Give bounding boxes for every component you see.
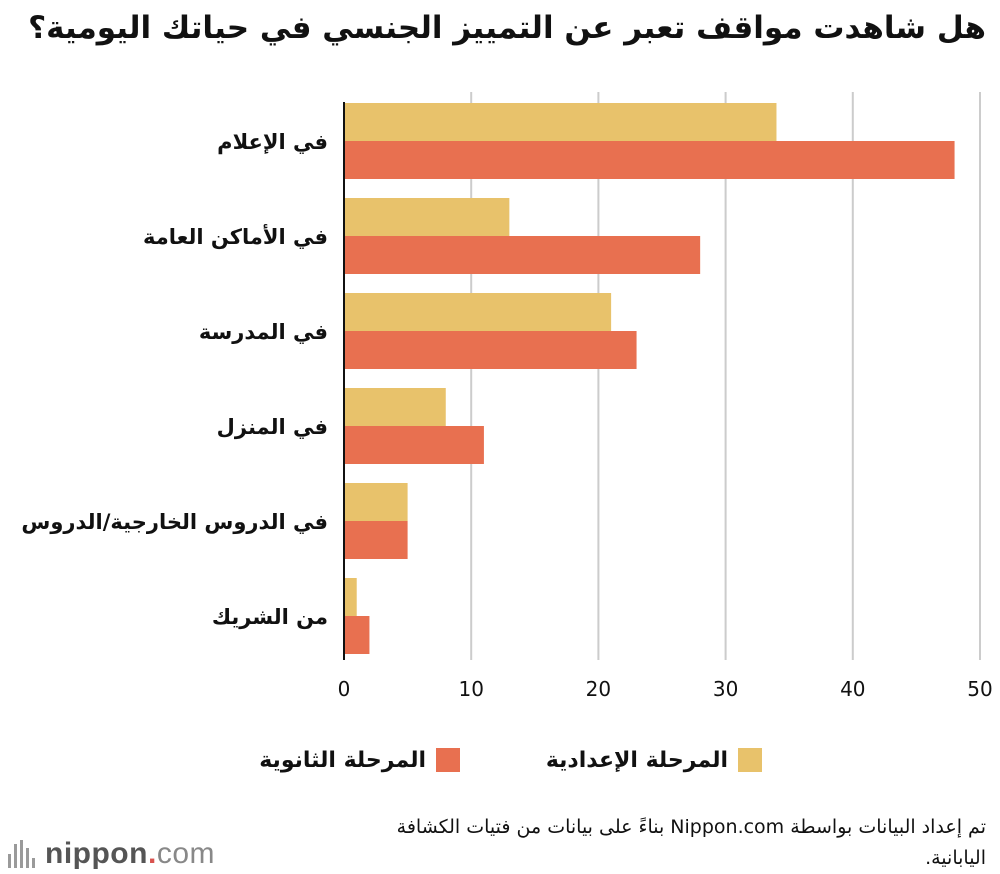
logo-dot: .	[147, 837, 157, 870]
legend-item-middle: المرحلة الإعدادية	[546, 738, 762, 782]
x-tick-label: 20	[586, 677, 611, 701]
logo-brand: nippon	[45, 837, 148, 870]
category-label: في الأماكن العامة	[143, 223, 328, 249]
bar-chart: في الإعلام في الأماكن العامة في المدرسة في …	[21, 92, 993, 701]
category-labels: في الإعلام في الأماكن العامة في المدرسة في …	[21, 130, 328, 629]
x-tick-label: 0	[338, 677, 351, 701]
nippon-logo: nippon.com	[8, 834, 215, 874]
category-label: في المنزل	[217, 415, 328, 439]
category-label: في الإعلام	[217, 130, 328, 154]
bar-middle-school	[344, 198, 510, 236]
x-axis-ticks: 0 10 20 30 40 50	[338, 677, 993, 701]
x-tick-label: 50	[967, 677, 992, 701]
legend-item-secondary: المرحلة الثانوية	[259, 738, 460, 782]
legend: المرحلة الثانوية المرحلة الإعدادية	[0, 738, 1000, 782]
x-tick-label: 30	[713, 677, 738, 701]
bar-high-school	[344, 616, 370, 654]
legend-label-secondary: المرحلة الثانوية	[259, 747, 426, 773]
x-tick-label: 40	[840, 677, 865, 701]
bar-high-school	[344, 426, 484, 464]
chart-title: هل شاهدت مواقف تعبر عن التمييز الجنسي في…	[28, 10, 986, 46]
bar-middle-school	[344, 483, 408, 521]
legend-label-middle: المرحلة الإعدادية	[545, 747, 728, 773]
bar-high-school	[344, 236, 701, 274]
source-note: تم إعداد البيانات بواسطة Nippon.com بناء…	[396, 816, 986, 869]
category-label: في الدروس الخارجية/الدروس	[21, 510, 328, 534]
logo-text: nippon.com	[45, 837, 215, 871]
logo-bars-icon	[8, 840, 35, 868]
bar-high-school	[344, 331, 637, 369]
logo-suffix: com	[156, 837, 215, 870]
legend-swatch-secondary	[436, 748, 460, 772]
bar-middle-school	[344, 103, 777, 141]
legend-swatch-middle	[738, 748, 762, 772]
category-label: في المدرسة	[199, 320, 328, 344]
bar-high-school	[344, 141, 955, 179]
bars	[344, 103, 955, 654]
bar-middle-school	[344, 293, 612, 331]
gridlines	[470, 92, 981, 660]
category-label: من الشريك	[212, 605, 328, 629]
bar-middle-school	[344, 578, 357, 616]
bar-middle-school	[344, 388, 446, 426]
x-tick-label: 10	[458, 677, 483, 701]
bar-high-school	[344, 521, 408, 559]
